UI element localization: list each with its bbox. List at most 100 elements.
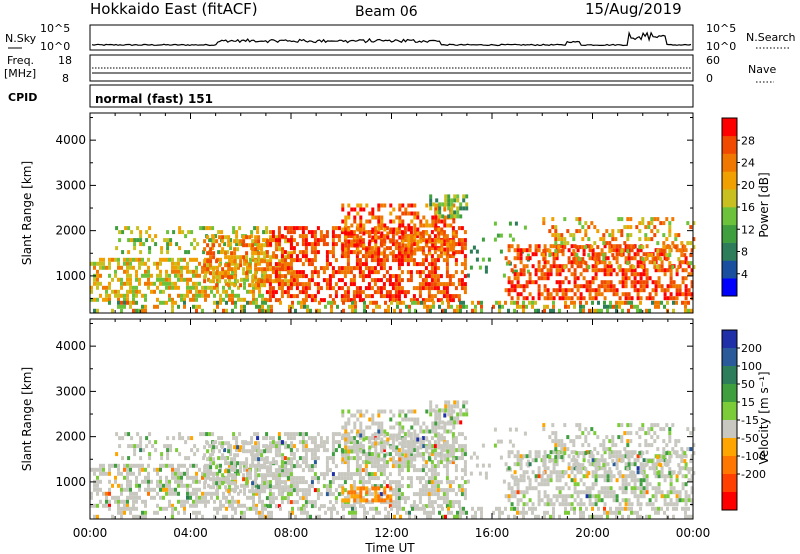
- power-cell: [394, 294, 398, 299]
- velocity-cell: [254, 469, 258, 474]
- velocity-cell: [344, 421, 348, 426]
- power-cell: [328, 294, 332, 299]
- power-cell: [608, 245, 612, 250]
- power-cell: [437, 231, 441, 236]
- velocity-cell: [269, 441, 273, 446]
- power-cell: [590, 221, 594, 226]
- power-cell: [135, 257, 138, 262]
- power-cell: [234, 269, 237, 274]
- power-cell: [405, 304, 408, 309]
- velocity-cell: [575, 451, 579, 456]
- velocity-cell: [129, 483, 132, 488]
- power-cell: [376, 286, 380, 291]
- velocity-cell: [438, 420, 442, 425]
- power-cell: [183, 257, 186, 262]
- power-cell: [663, 268, 667, 273]
- power-cell: [537, 248, 541, 253]
- velocity-cell: [159, 475, 162, 480]
- velocity-cell: [460, 476, 464, 481]
- velocity-cell: [400, 452, 404, 457]
- power-cell: [434, 227, 438, 232]
- velocity-cell: [446, 429, 450, 434]
- power-cell: [626, 249, 630, 254]
- power-cell: [456, 304, 459, 309]
- power-cell: [554, 249, 558, 254]
- velocity-cell: [516, 486, 520, 491]
- velocity-cell: [237, 503, 240, 508]
- power-cell: [195, 257, 198, 262]
- power-cell: [626, 217, 630, 222]
- noise-left-tick-bottom: 10^0: [40, 40, 70, 53]
- velocity-cell: [436, 472, 440, 477]
- velocity-cell: [534, 450, 538, 455]
- power-cell: [231, 269, 234, 274]
- velocity-cell: [118, 436, 122, 441]
- power-cell: [499, 249, 503, 254]
- power-cell: [611, 233, 615, 238]
- power-cell: [636, 292, 640, 297]
- velocity-cell: [298, 476, 302, 481]
- velocity-cell: [355, 500, 359, 505]
- power-cell: [365, 247, 369, 252]
- velocity-cell: [397, 480, 401, 485]
- velocity-cell: [437, 437, 441, 442]
- velocity-cell: [394, 460, 398, 465]
- power-cell: [537, 264, 541, 269]
- power-cell: [340, 278, 344, 283]
- power-cell: [403, 238, 407, 243]
- power-cell: [364, 254, 368, 259]
- power-cell: [572, 237, 576, 242]
- power-cell: [310, 230, 314, 235]
- velocity-cell: [442, 500, 446, 505]
- velocity-cell: [331, 432, 335, 437]
- power-cell: [672, 308, 675, 313]
- power-cell: [298, 290, 302, 295]
- power-cell: [597, 308, 600, 313]
- velocity-cell: [576, 494, 580, 499]
- velocity-cell: [356, 453, 360, 458]
- velocity-cell: [630, 478, 634, 483]
- power-cell: [410, 239, 414, 244]
- power-cell: [546, 296, 550, 301]
- velocity-cell: [626, 443, 630, 448]
- power-cell: [290, 235, 294, 240]
- power-cell: [552, 256, 556, 261]
- velocity-cell: [130, 444, 134, 449]
- velocity-cell: [421, 444, 425, 449]
- velocity-cell: [313, 452, 317, 457]
- velocity-cell: [265, 484, 269, 489]
- velocity-cell: [220, 436, 224, 441]
- velocity-cell: [519, 478, 523, 483]
- velocity-cell: [633, 462, 637, 467]
- power-cell: [600, 292, 604, 297]
- velocity-cell: [257, 485, 261, 490]
- power-cell: [138, 308, 141, 313]
- power-cell: [431, 215, 435, 220]
- power-cell: [268, 274, 272, 279]
- velocity-cell: [370, 444, 374, 449]
- velocity-cell: [218, 485, 222, 490]
- power-cell: [433, 282, 437, 287]
- velocity-cell: [376, 484, 380, 489]
- power-cell: [165, 269, 168, 274]
- power-cell: [456, 308, 459, 313]
- power-cell: [603, 300, 606, 305]
- power-y-tick-label: 2000: [55, 224, 86, 238]
- frequency-panel-frame: [89, 54, 694, 82]
- power-cell: [355, 266, 359, 271]
- power-cell: [141, 261, 144, 266]
- velocity-cell: [444, 404, 448, 409]
- velocity-cell: [283, 480, 287, 485]
- velocity-cell: [284, 441, 288, 446]
- velocity-cell: [377, 433, 381, 438]
- velocity-cell: [446, 453, 450, 458]
- velocity-cell: [260, 449, 264, 454]
- power-cell: [561, 252, 565, 257]
- power-cell: [217, 230, 221, 235]
- power-cell: [380, 223, 384, 228]
- power-cell: [374, 235, 378, 240]
- velocity-cell: [353, 441, 357, 446]
- power-cell: [636, 280, 640, 285]
- velocity-cell: [203, 473, 207, 478]
- velocity-cell: [203, 465, 207, 470]
